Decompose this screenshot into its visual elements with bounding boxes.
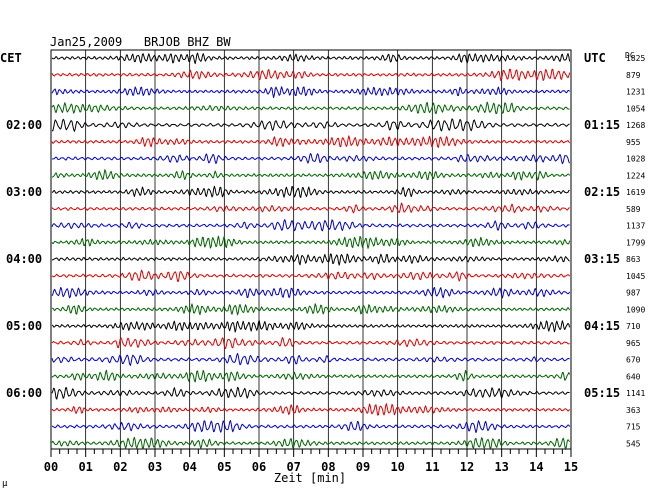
corner-mark: µ <box>2 479 8 489</box>
dc-value-label: 363 <box>626 406 641 415</box>
x-tick-label: 11 <box>425 460 439 474</box>
utc-time-label: 04:15 <box>584 319 620 333</box>
x-tick-label: 05 <box>217 460 231 474</box>
dc-value-label: 1137 <box>626 222 645 231</box>
x-tick-label: 03 <box>148 460 162 474</box>
dc-value-label: 863 <box>626 255 641 264</box>
seismic-trace <box>51 219 570 232</box>
x-tick-label: 14 <box>529 460 543 474</box>
dc-value-label: 1268 <box>626 121 645 130</box>
dc-value-label: 1054 <box>626 104 645 113</box>
x-axis: 00 01 02 03 04 05 06 07 08 09 10 11 12 13 14 15 <box>44 449 578 474</box>
x-tick-label: 01 <box>78 460 92 474</box>
dc-value-label: 1799 <box>626 238 645 247</box>
seismic-trace <box>51 153 571 165</box>
dc-value-label: 1028 <box>626 155 645 164</box>
dc-value-label: 1825 <box>626 54 645 63</box>
seismic-trace <box>51 337 570 349</box>
plot-grid <box>50 49 572 450</box>
seismic-trace <box>51 135 571 148</box>
utc-time-label: 02:15 <box>584 185 620 199</box>
seismic-trace <box>51 52 571 65</box>
dc-value-label: 1090 <box>626 305 645 314</box>
seismic-trace <box>51 419 571 434</box>
utc-time-label: 01:15 <box>584 118 620 132</box>
dc-value-label: 545 <box>626 439 641 448</box>
x-tick-label: 13 <box>494 460 508 474</box>
x-tick-label: 00 <box>44 460 58 474</box>
seismic-trace <box>51 352 570 366</box>
x-tick-label: 08 <box>321 460 335 474</box>
utc-time-label: 05:15 <box>584 386 620 400</box>
x-tick-label: 06 <box>252 460 266 474</box>
dc-value-label: 1224 <box>626 171 645 180</box>
seismic-trace <box>51 101 570 115</box>
dc-value-label: 1141 <box>626 389 645 398</box>
row-label-group: 1825 879 1231 1054 1268 955 1028 1224 1619 589 113… <box>6 51 645 448</box>
x-tick-label: 02 <box>113 460 127 474</box>
cet-time-label: 05:00 <box>6 319 42 333</box>
chart-title: Jan25,2009 BRJOB BHZ BW <box>50 35 231 49</box>
cet-time-label: 06:00 <box>6 386 42 400</box>
x-tick-label: 12 <box>460 460 474 474</box>
dc-value-label: 1045 <box>626 272 645 281</box>
dc-value-label: 640 <box>626 372 641 381</box>
utc-time-label: 03:15 <box>584 252 620 266</box>
dc-value-label: 879 <box>626 71 641 80</box>
dc-column-header: DC <box>625 51 635 60</box>
seismic-trace <box>51 185 570 198</box>
seismic-trace <box>51 403 571 416</box>
dc-value-label: 710 <box>626 322 641 331</box>
utc-time-label: UTC <box>584 51 606 65</box>
x-tick-label: 15 <box>564 460 578 474</box>
cet-time-label: 03:00 <box>6 185 42 199</box>
seismic-trace <box>51 253 570 266</box>
dc-value-label: 670 <box>626 356 641 365</box>
seismic-trace <box>51 86 570 99</box>
seismic-trace <box>51 303 571 316</box>
seismic-trace <box>51 202 570 214</box>
dc-value-label: 955 <box>626 138 641 147</box>
trace-group <box>51 52 571 451</box>
dc-value-label: 987 <box>626 289 641 298</box>
dc-value-label: 1619 <box>626 188 645 197</box>
dc-value-label: 715 <box>626 423 641 432</box>
seismic-trace <box>51 169 571 181</box>
left-timezone-label: CET <box>0 51 22 65</box>
seismic-trace <box>51 369 571 383</box>
x-tick-label: 04 <box>182 460 196 474</box>
x-tick-label: 07 <box>286 460 300 474</box>
x-tick-label: 09 <box>356 460 370 474</box>
x-tick-label: 10 <box>390 460 404 474</box>
cet-time-label: 02:00 <box>6 118 42 132</box>
seismic-trace <box>51 68 571 81</box>
cet-time-label: 04:00 <box>6 252 42 266</box>
seismic-trace <box>51 235 571 249</box>
dc-value-label: 965 <box>626 339 641 348</box>
seismic-trace <box>51 269 571 282</box>
seismic-trace <box>51 118 570 132</box>
seismic-trace <box>51 436 570 451</box>
dc-value-label: 589 <box>626 205 641 214</box>
seismic-trace <box>51 320 571 333</box>
x-axis-label: Zeit [min] <box>274 471 346 485</box>
seismic-trace <box>51 286 571 299</box>
dc-value-label: 1231 <box>626 88 645 97</box>
seismic-trace <box>51 386 570 400</box>
